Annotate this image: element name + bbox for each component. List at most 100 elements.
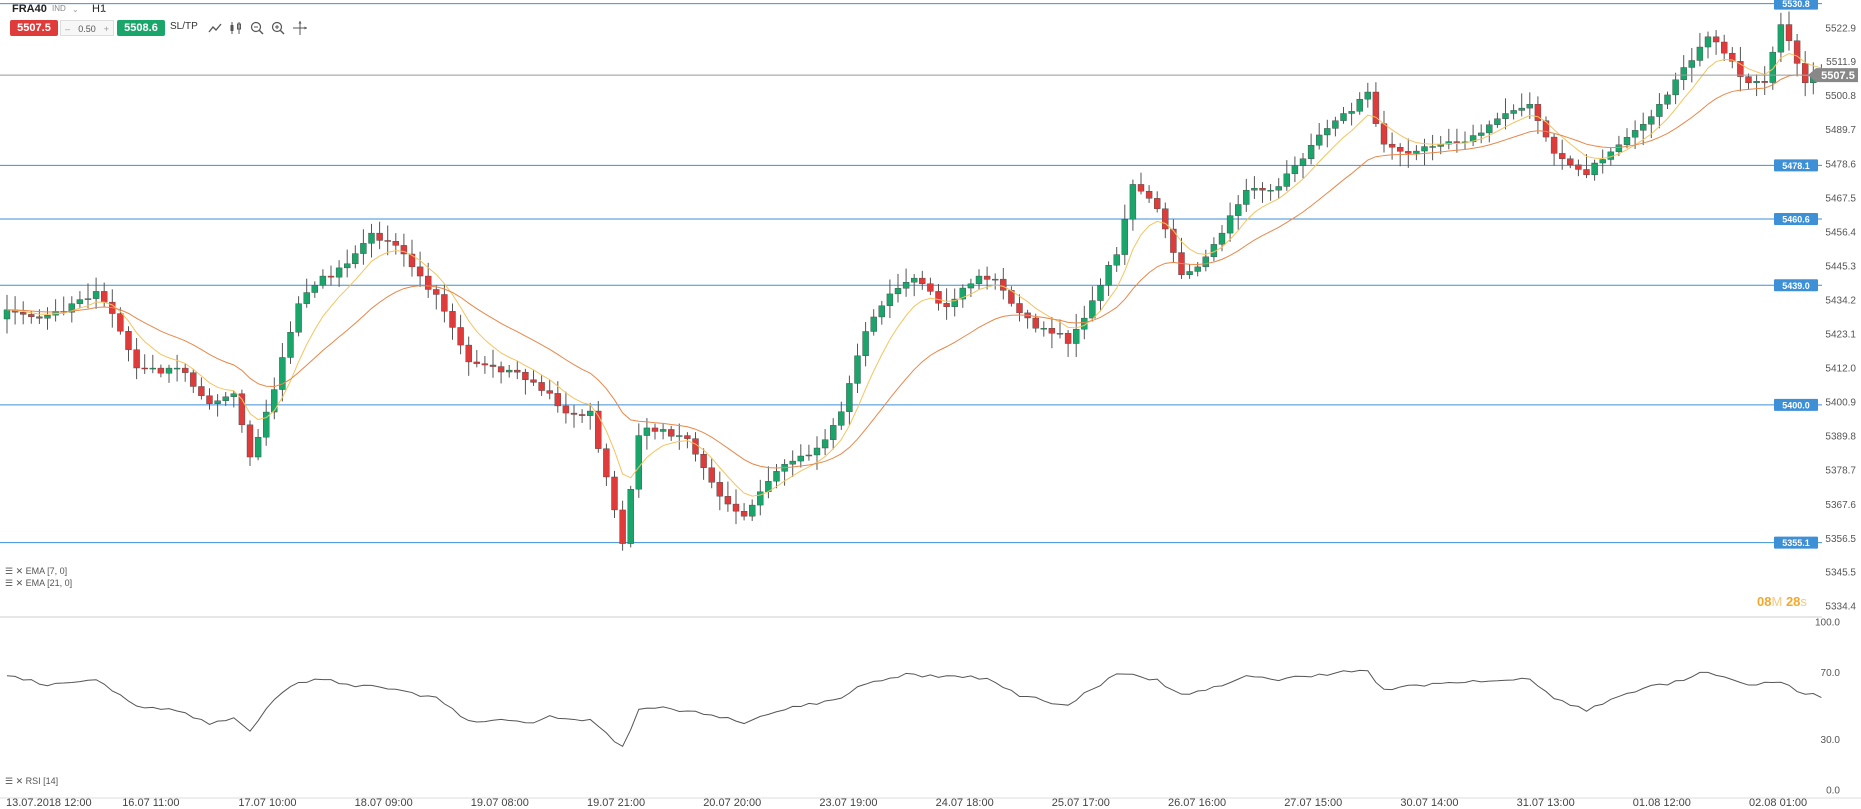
- level-tag-label: 5355.1: [1782, 538, 1810, 548]
- candle: [1583, 169, 1590, 176]
- candle: [1558, 153, 1566, 159]
- level-tag-label: 5460.6: [1782, 215, 1810, 225]
- lot-size-input[interactable]: – 0.50 +: [60, 20, 114, 36]
- candle: [1753, 81, 1760, 84]
- candle: [797, 455, 804, 462]
- rsi-legend-label: RSI [14]: [25, 776, 59, 786]
- price-tick-label: 5412.0: [1825, 364, 1856, 375]
- candle: [1769, 51, 1777, 83]
- candle: [497, 366, 505, 373]
- ema-fast-legend-label: EMA [7, 0]: [25, 566, 68, 576]
- candle: [254, 436, 262, 458]
- candle: [651, 427, 659, 432]
- candle: [1567, 158, 1574, 166]
- candle: [595, 410, 602, 449]
- candle: [911, 277, 918, 283]
- timeframe-selector[interactable]: H1: [92, 3, 107, 15]
- candle-countdown: 08M 28s: [1757, 594, 1807, 609]
- candle: [1793, 40, 1801, 64]
- candle: [441, 294, 448, 312]
- price-tick-label: 5423.1: [1825, 330, 1856, 341]
- candle: [433, 289, 440, 295]
- candle: [587, 410, 594, 416]
- crosshair-icon[interactable]: [292, 20, 308, 36]
- candle: [368, 232, 375, 244]
- candle: [684, 435, 691, 439]
- candle: [1429, 146, 1436, 148]
- candle: [206, 395, 213, 404]
- candle: [1575, 164, 1582, 170]
- candle: [1720, 41, 1728, 54]
- candle: [1696, 46, 1704, 61]
- candle: [222, 396, 229, 401]
- symbol-dropdown-icon[interactable]: ⌄: [72, 5, 79, 14]
- candle: [1672, 79, 1679, 96]
- candle: [805, 454, 813, 457]
- candle: [546, 390, 553, 394]
- time-tick-label: 24.07 18:00: [936, 797, 994, 809]
- ema-slow-legend[interactable]: ☰ ✕ EMA [21, 0]: [5, 578, 73, 588]
- price-tick-label: 5345.5: [1825, 568, 1856, 579]
- time-tick-label: 27.07 15:00: [1284, 797, 1342, 809]
- candle: [935, 291, 942, 304]
- time-tick-label: 13.07.2018 12:00: [6, 797, 92, 809]
- level-tag: [1774, 213, 1818, 226]
- level-tag-label: 5439.0: [1782, 281, 1810, 291]
- candle: [1453, 141, 1461, 143]
- candle: [1712, 36, 1720, 43]
- zoom-in-icon[interactable]: [270, 20, 286, 36]
- candle: [975, 275, 983, 284]
- candle: [846, 383, 853, 412]
- countdown-seconds-unit: s: [1800, 594, 1807, 609]
- lot-decrease-button[interactable]: –: [65, 24, 71, 34]
- timeframe-dropdown-icon[interactable]: ⌄: [100, 5, 107, 14]
- candle: [959, 287, 966, 300]
- candle: [246, 424, 254, 458]
- candle: [1502, 113, 1509, 119]
- candle: [1405, 151, 1412, 154]
- lot-increase-button[interactable]: +: [103, 24, 109, 34]
- candle: [749, 504, 756, 517]
- candle: [319, 275, 327, 286]
- candle: [635, 435, 642, 490]
- candle: [1413, 150, 1420, 154]
- candle: [1664, 94, 1671, 105]
- time-tick-label: 30.07 14:00: [1400, 797, 1458, 809]
- top-bar: FRA40 IND ⌄ H1 ⌄ 5507.5 – 0.50 + 5508.6 …: [0, 0, 1861, 40]
- symbol-type: IND: [52, 4, 66, 13]
- candle: [1137, 184, 1145, 192]
- candle: [1656, 104, 1663, 117]
- candle: [173, 367, 181, 370]
- price-tick-label: 5389.8: [1825, 432, 1856, 443]
- candle: [100, 291, 108, 303]
- candle: [1332, 120, 1339, 129]
- candle: [1494, 118, 1501, 125]
- candle: [1121, 219, 1129, 255]
- zoom-out-icon[interactable]: [249, 20, 265, 36]
- candles-icon[interactable]: [228, 20, 244, 36]
- rsi-legend[interactable]: ☰ ✕ RSI [14]: [5, 776, 59, 786]
- candle: [1016, 303, 1023, 314]
- ema-fast-legend[interactable]: ☰ ✕ EMA [7, 0]: [5, 566, 68, 576]
- level-tag: [1774, 398, 1818, 411]
- candle: [400, 245, 408, 255]
- symbol-name[interactable]: FRA40: [12, 3, 47, 15]
- candle: [862, 331, 869, 357]
- line-chart-icon[interactable]: [207, 20, 223, 36]
- candle: [716, 482, 723, 497]
- candle: [514, 369, 521, 373]
- candle: [838, 411, 845, 426]
- sltp-button[interactable]: SL/TP: [170, 21, 198, 32]
- candle: [125, 331, 132, 350]
- candle: [198, 386, 205, 396]
- candle: [927, 283, 934, 292]
- candle: [538, 382, 545, 391]
- candle: [1356, 98, 1363, 112]
- price-tick-label: 5467.5: [1825, 193, 1856, 204]
- sell-button[interactable]: 5507.5: [10, 20, 58, 36]
- candle: [1243, 189, 1250, 205]
- candle: [1761, 81, 1768, 83]
- buy-button[interactable]: 5508.6: [117, 20, 165, 36]
- candle: [1380, 123, 1388, 145]
